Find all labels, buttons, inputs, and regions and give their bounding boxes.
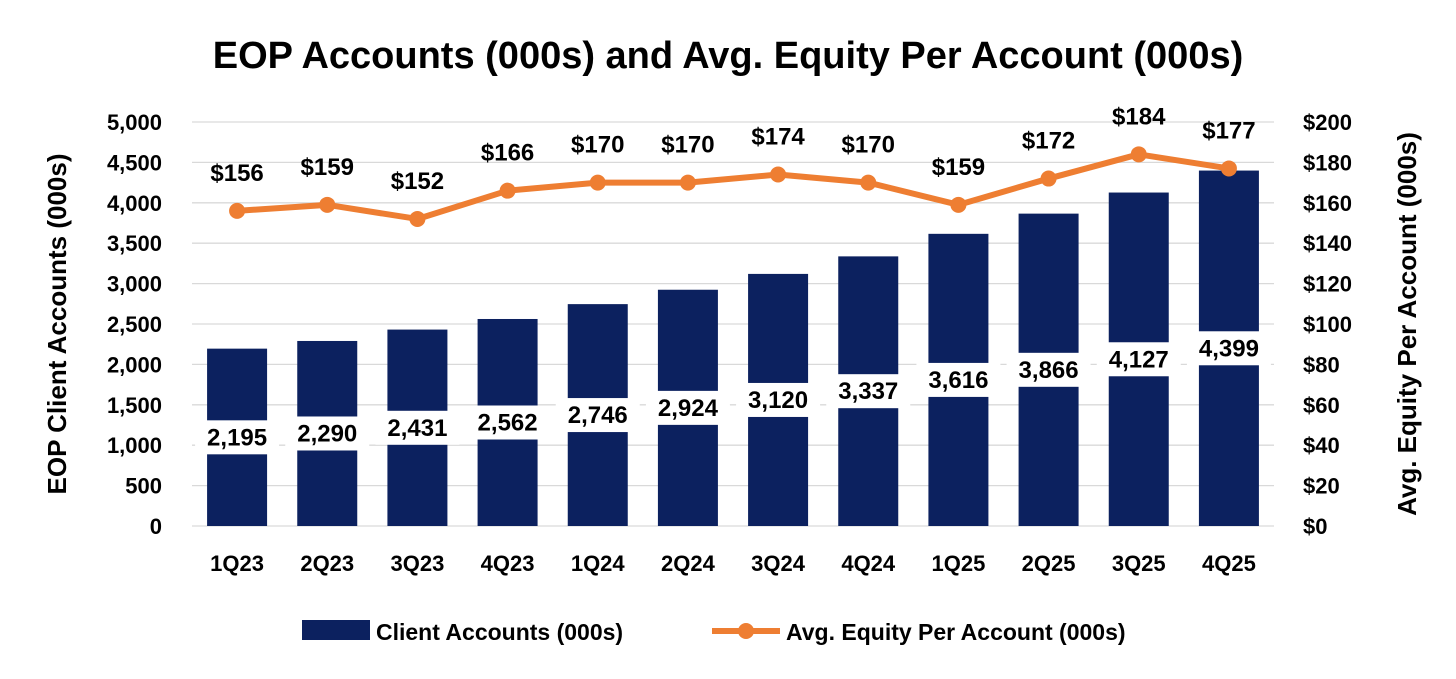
legend-line-marker: [738, 623, 754, 639]
line-point: [589, 174, 606, 191]
x-axis-tick-label: 4Q24: [841, 551, 896, 576]
bar-label-background: [375, 410, 460, 445]
bar-data-label: 2,924: [658, 395, 719, 422]
left-axis-tick-label: 500: [125, 474, 162, 499]
line-point: [1220, 160, 1237, 177]
line-series: [229, 146, 1237, 227]
bar-label-background: [465, 405, 550, 440]
x-axis-tick-label: 1Q25: [932, 551, 986, 576]
line-point: [229, 202, 246, 219]
line-data-label: $159: [301, 154, 354, 181]
legend-bar-swatch: [302, 620, 370, 640]
x-axis-ticks: 1Q23 2Q23 3Q23 4Q23 1Q24 2Q24 3Q24 4Q24 1Q25 2Q25…: [210, 551, 1256, 576]
bar-data-label: 4,127: [1109, 346, 1169, 373]
left-axis-tick-label: 3,500: [107, 231, 162, 256]
bar-label-background: [1186, 331, 1271, 366]
bar-label-background: [555, 398, 640, 433]
line-data-label: $184: [1112, 103, 1166, 130]
line-point: [950, 196, 967, 213]
bar-data-label: 4,399: [1199, 335, 1259, 362]
right-axis-tick-label: $0: [1303, 514, 1327, 539]
right-axis-tick-label: $100: [1303, 312, 1352, 337]
line-data-label: $172: [1022, 128, 1075, 155]
line-data-label: $159: [932, 154, 985, 181]
bar-data-label: 2,562: [478, 409, 538, 436]
x-axis-tick-label: 2Q24: [661, 551, 716, 576]
bar-label-background: [826, 374, 911, 409]
bar-data-label: 2,195: [207, 424, 267, 451]
left-axis-tick-label: 1,000: [107, 433, 162, 458]
bar-data-labels: 2,195 2,290 2,431 2,562 2,746 2,924 3,120 3,337…: [195, 331, 1271, 455]
bar-label-background: [916, 362, 1001, 397]
right-axis-tick-label: $200: [1303, 110, 1352, 135]
bar-data-label: 3,616: [928, 367, 988, 394]
legend-line-label: Avg. Equity Per Account (000s): [786, 619, 1126, 645]
line-point: [319, 196, 336, 213]
x-axis-tick-label: 3Q25: [1112, 551, 1166, 576]
line-point: [1130, 146, 1147, 163]
equity-line: [236, 151, 1230, 222]
left-axis-title: EOP Client Accounts (000s): [42, 154, 72, 495]
line-data-label: $177: [1202, 117, 1255, 144]
left-axis-tick-label: 5,000: [107, 110, 162, 135]
line-data-label: $170: [571, 132, 624, 159]
bar-label-background: [1006, 352, 1091, 387]
line-data-labels: $156 $159 $152 $166 $170 $170 $174 $170 $159 $172…: [210, 103, 1255, 195]
line-data-label: $170: [661, 132, 714, 159]
right-axis-ticks: $0 $20 $40 $60 $80 $100 $120 $140 $160 $180 $200: [1303, 110, 1352, 539]
right-axis-tick-label: $60: [1303, 393, 1340, 418]
right-axis-tick-label: $120: [1303, 272, 1352, 297]
x-axis-tick-label: 2Q23: [300, 551, 354, 576]
legend-bar-label: Client Accounts (000s): [376, 619, 623, 645]
x-axis-tick-label: 1Q23: [210, 551, 264, 576]
x-axis-tick-label: 4Q25: [1202, 551, 1256, 576]
left-axis-tick-label: 0: [150, 514, 162, 539]
line-data-label: $152: [391, 168, 444, 195]
right-axis-tick-label: $140: [1303, 231, 1352, 256]
right-axis-tick-label: $80: [1303, 352, 1340, 377]
right-axis-tick-label: $180: [1303, 150, 1352, 175]
line-data-label: $166: [481, 140, 534, 167]
gridlines: [192, 121, 1274, 527]
bar-data-label: 2,746: [568, 402, 628, 429]
bar-data-label: 3,120: [748, 387, 808, 414]
line-data-label: $170: [842, 132, 895, 159]
line-point: [679, 174, 696, 191]
left-axis-tick-label: 3,000: [107, 272, 162, 297]
left-axis-tick-label: 2,500: [107, 312, 162, 337]
left-axis-ticks: 0 500 1,000 1,500 2,000 2,500 3,000 3,500 4,000 4…: [107, 110, 162, 539]
line-point: [499, 182, 516, 199]
line-point: [1040, 170, 1057, 187]
x-axis-tick-label: 2Q25: [1022, 551, 1076, 576]
line-data-label: $156: [210, 160, 263, 187]
line-point: [409, 210, 426, 227]
bar-label-background: [736, 382, 821, 417]
x-axis-tick-label: 1Q24: [571, 551, 626, 576]
chart-title: EOP Accounts (000s) and Avg. Equity Per …: [213, 35, 1244, 77]
bar-data-label: 2,431: [387, 415, 447, 442]
line-point: [770, 166, 787, 183]
bar-data-label: 3,337: [838, 378, 898, 405]
bar-label-background: [195, 420, 280, 455]
left-axis-tick-label: 1,500: [107, 393, 162, 418]
x-axis-tick-label: 4Q23: [481, 551, 535, 576]
bar-data-label: 2,290: [297, 420, 357, 447]
bar-label-background: [645, 390, 730, 425]
bar-label-background: [285, 416, 370, 451]
line-point: [860, 174, 877, 191]
bar-label-background: [1096, 342, 1181, 377]
x-axis-tick-label: 3Q24: [751, 551, 806, 576]
right-axis-tick-label: $40: [1303, 433, 1340, 458]
left-axis-tick-label: 4,500: [107, 150, 162, 175]
left-axis-tick-label: 4,000: [107, 191, 162, 216]
legend: Client Accounts (000s) Avg. Equity Per A…: [302, 619, 1126, 645]
line-data-label: $174: [751, 124, 805, 151]
right-axis-tick-label: $160: [1303, 191, 1352, 216]
right-axis-title: Avg. Equity Per Account (000s): [1392, 132, 1422, 516]
right-axis-tick-label: $20: [1303, 474, 1340, 499]
x-axis-tick-label: 3Q23: [391, 551, 445, 576]
left-axis-tick-label: 2,000: [107, 352, 162, 377]
bar-data-label: 3,866: [1019, 357, 1079, 384]
